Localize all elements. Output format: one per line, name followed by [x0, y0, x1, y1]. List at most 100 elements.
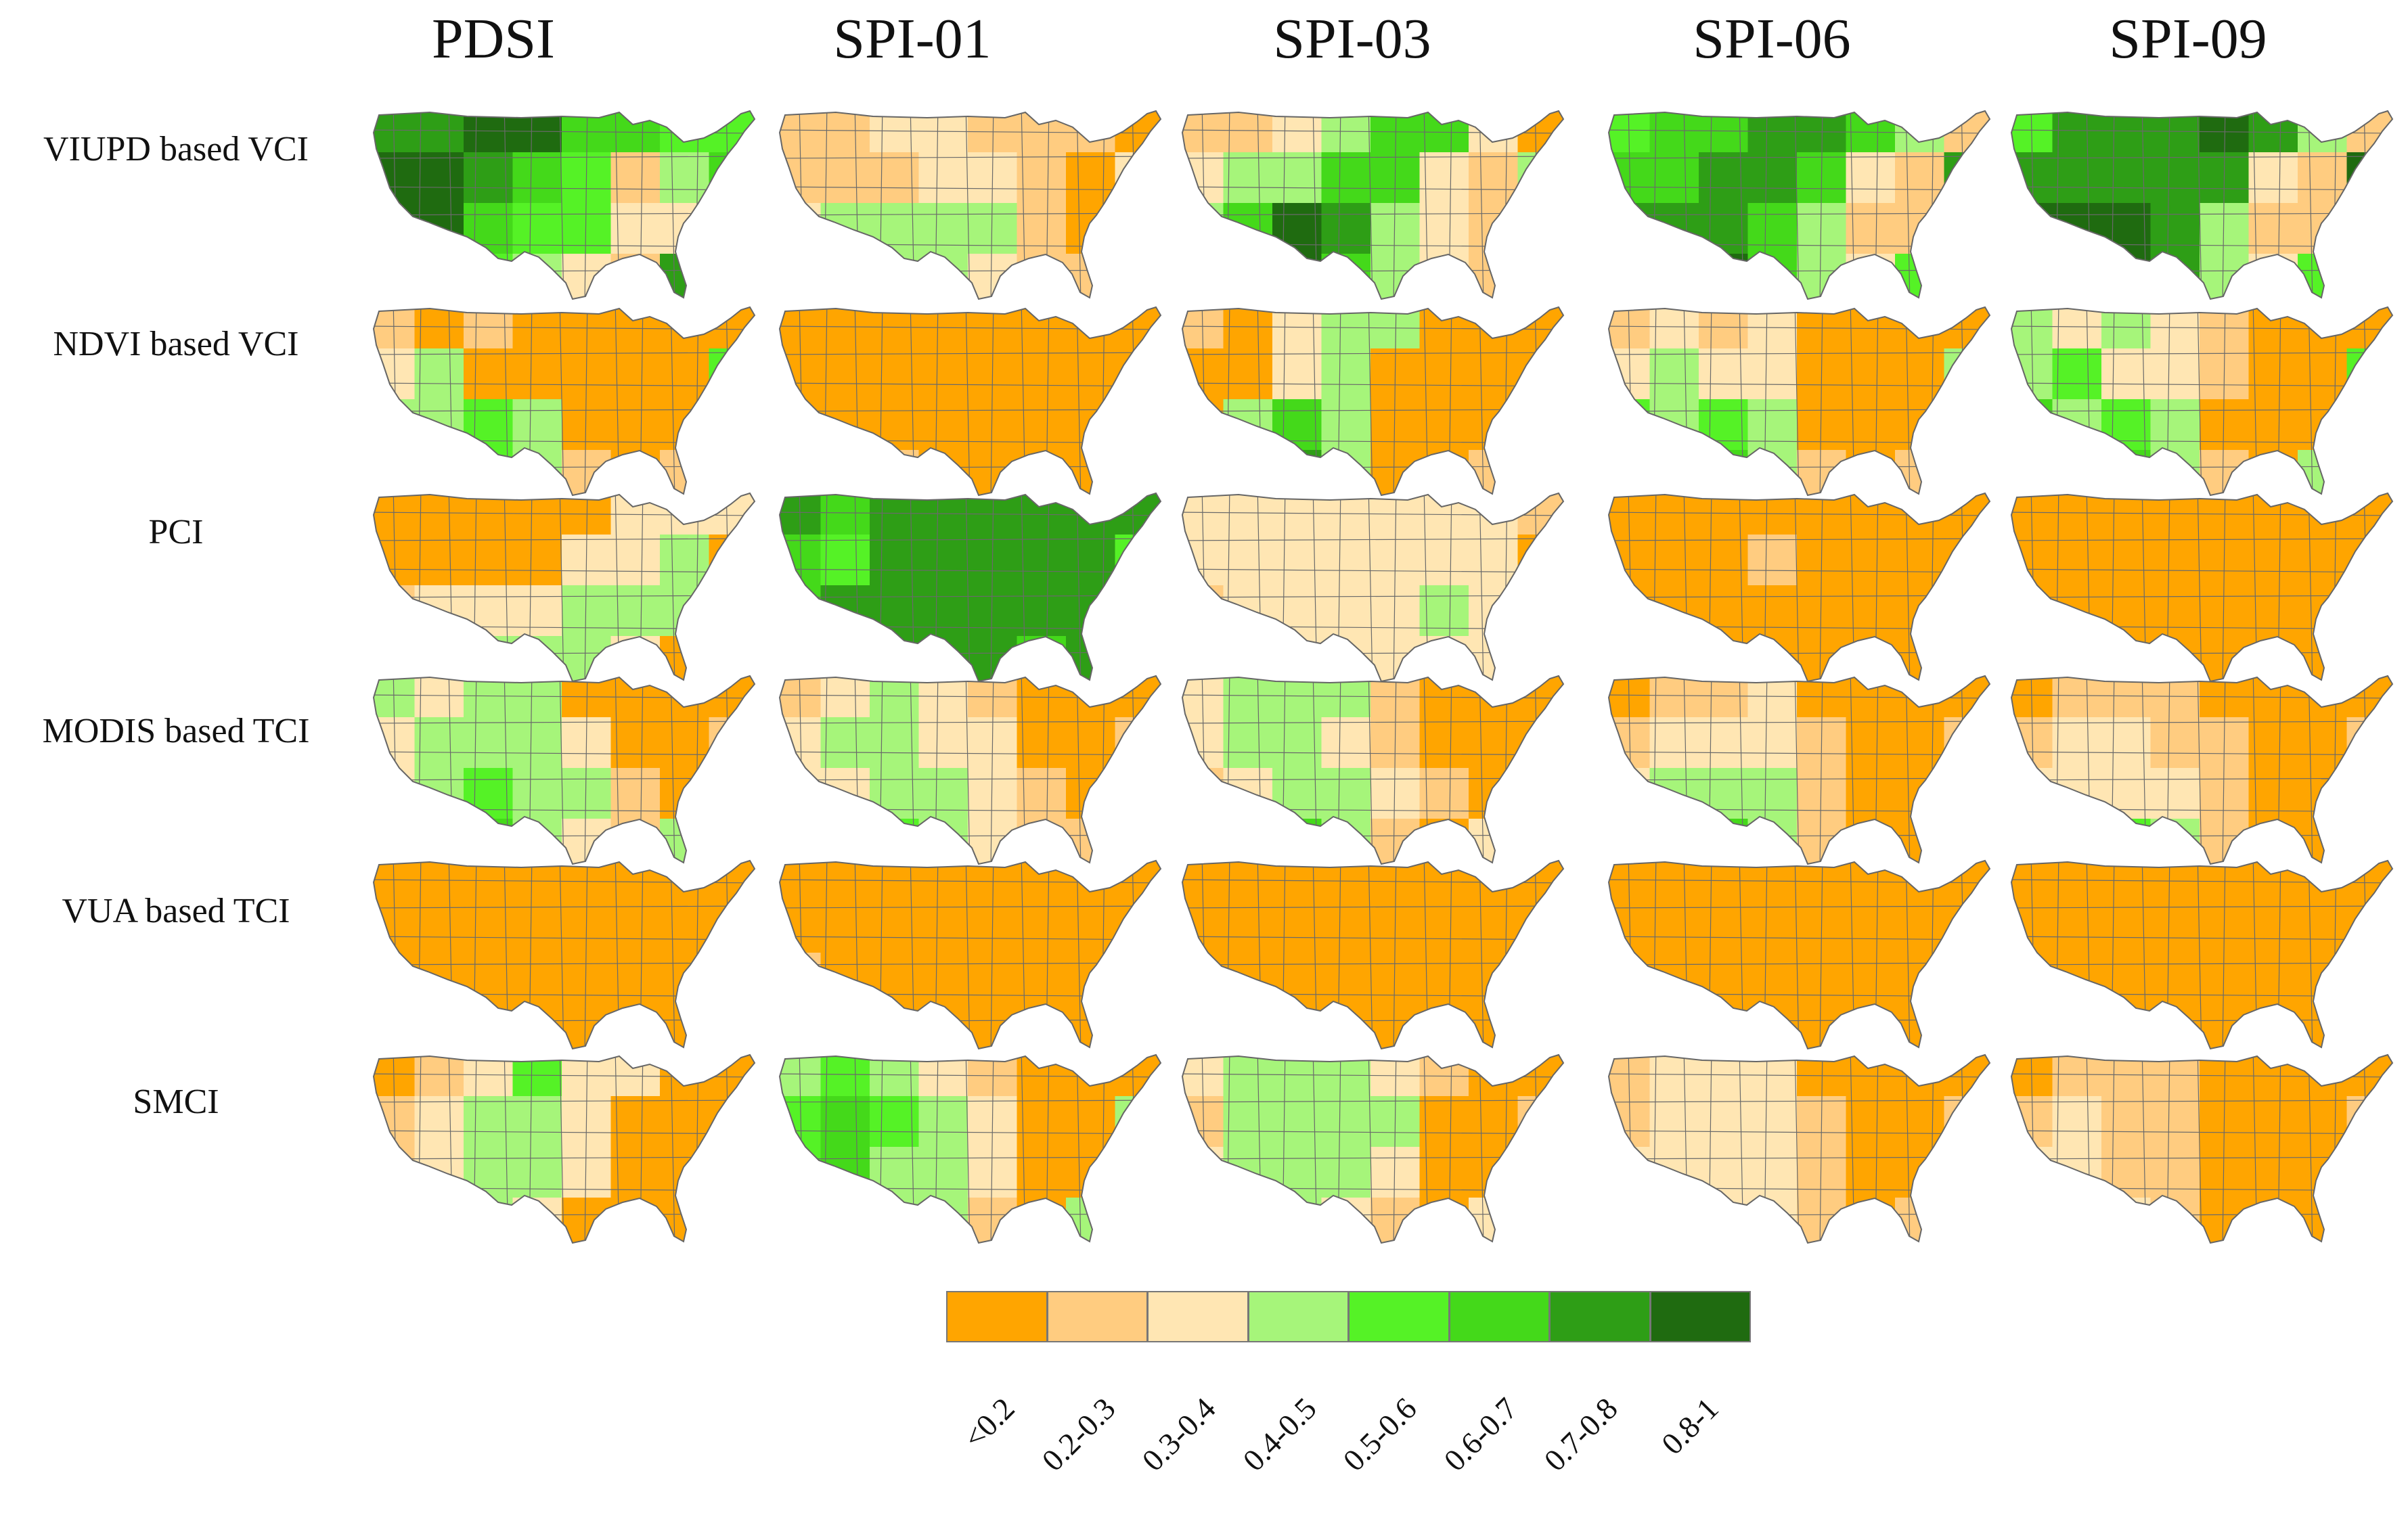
map-region — [1370, 254, 1420, 299]
map-region — [414, 1055, 464, 1097]
division-boundary — [374, 538, 755, 541]
map-region — [820, 1147, 870, 1198]
map-region — [1115, 535, 1161, 586]
map-region — [1517, 535, 1563, 586]
map-region — [512, 953, 562, 1004]
map-region — [1649, 254, 1699, 299]
map-region — [374, 535, 415, 586]
map-region — [1517, 203, 1563, 254]
map-region — [1272, 348, 1322, 400]
map-region — [464, 152, 513, 204]
map-region — [1797, 1055, 1846, 1097]
map-region — [1846, 493, 1896, 535]
map-region — [2346, 953, 2392, 1004]
map-region — [512, 152, 562, 204]
map-region — [1115, 348, 1161, 400]
map-region — [709, 1096, 755, 1148]
map-region — [918, 768, 968, 819]
map-region — [374, 254, 415, 299]
map-region — [1115, 676, 1161, 718]
map-region — [918, 717, 968, 769]
map-region — [1272, 111, 1322, 153]
map-pci-spi-03 — [1174, 484, 1567, 687]
map-viupd-based-vci-spi-06 — [1601, 101, 1993, 304]
map-region — [1747, 307, 1798, 349]
map-region — [2248, 902, 2298, 953]
map-region — [1272, 676, 1322, 718]
map-region — [968, 493, 1017, 535]
map-region — [1747, 399, 1798, 451]
map-region — [1517, 254, 1563, 299]
map-region — [1115, 585, 1161, 637]
map-region — [2101, 399, 2151, 451]
map-region — [820, 535, 870, 586]
division-boundary — [2011, 156, 2392, 159]
map-region — [1747, 535, 1798, 586]
map-region — [968, 254, 1017, 299]
map-region — [1944, 535, 1990, 586]
map-region — [464, 399, 513, 451]
map-region — [1370, 1198, 1420, 1243]
map-region — [1944, 1096, 1990, 1148]
map-region — [1747, 902, 1798, 953]
map-region — [1370, 1055, 1420, 1097]
conus-outline — [1607, 492, 1991, 683]
map-region — [709, 254, 755, 299]
map-region — [870, 676, 919, 718]
division-boundary — [780, 352, 1161, 355]
map-region — [918, 585, 968, 637]
map-region — [870, 203, 919, 254]
map-region — [2150, 861, 2200, 903]
division-boundary — [780, 1099, 1161, 1103]
map-region — [1609, 1198, 1650, 1243]
division-boundary — [374, 568, 755, 573]
map-region — [1699, 768, 1748, 819]
map-region — [968, 1147, 1017, 1198]
conus-outline — [1607, 859, 1991, 1050]
map-region — [2200, 676, 2249, 718]
map-region — [414, 768, 464, 819]
map-region — [1609, 111, 1650, 153]
map-region — [820, 1055, 870, 1097]
map-region — [1419, 717, 1469, 769]
map-region — [2150, 1147, 2200, 1198]
map-ndvi-based-vci-pdsi — [365, 298, 758, 501]
division-boundary — [2011, 751, 2392, 756]
division-boundary — [1609, 382, 1990, 387]
map-region — [870, 861, 919, 903]
map-region — [1846, 861, 1896, 903]
map-region — [1321, 1147, 1371, 1198]
map-region — [1469, 535, 1518, 586]
map-region — [1370, 861, 1420, 903]
map-region — [414, 152, 464, 204]
map-region — [870, 399, 919, 451]
map-region — [2052, 585, 2102, 637]
map-region — [1223, 254, 1273, 299]
map-region — [1944, 1055, 1990, 1097]
legend-swatch — [1448, 1291, 1550, 1342]
division-boundary — [2011, 568, 2392, 573]
map-region — [2011, 535, 2053, 586]
map-region — [820, 717, 870, 769]
map-region — [1017, 348, 1067, 400]
map-region — [660, 1096, 709, 1148]
map-region — [1517, 1055, 1563, 1097]
map-region — [2298, 1096, 2347, 1148]
map-region — [918, 1096, 968, 1148]
legend-swatch — [1649, 1291, 1751, 1342]
map-region — [870, 1147, 919, 1198]
row-label-vua-tci: VUA based TCI — [62, 892, 290, 930]
map-region — [2101, 902, 2151, 953]
division-boundary — [1182, 538, 1563, 541]
map-region — [1115, 493, 1161, 535]
map-region — [414, 307, 464, 349]
division-boundary — [1182, 568, 1563, 573]
map-region — [1649, 717, 1699, 769]
division-boundary — [1609, 156, 1990, 159]
map-region — [820, 676, 870, 718]
map-region — [2011, 1198, 2053, 1243]
map-region — [780, 861, 821, 903]
map-region — [610, 861, 661, 903]
division-boundary — [780, 721, 1161, 724]
map-region — [1517, 768, 1563, 819]
